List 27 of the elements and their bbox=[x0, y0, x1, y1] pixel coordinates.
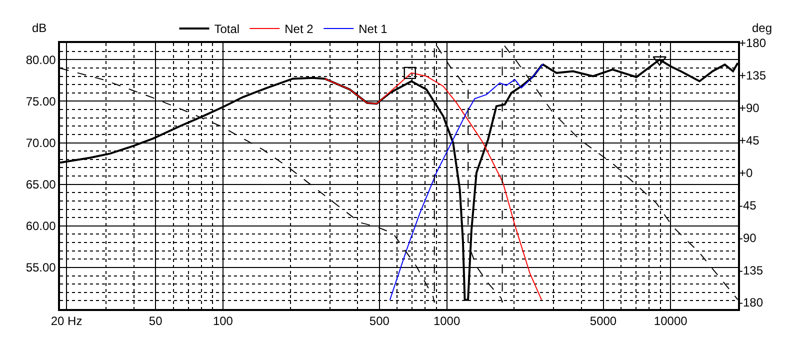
legend-label: Net 1 bbox=[358, 22, 388, 36]
y-tick-label: 70.00 bbox=[26, 136, 56, 150]
x-tick-label: 10000 bbox=[654, 314, 688, 328]
x-tick-label: 1000 bbox=[433, 314, 460, 328]
y-tick-label: 55.00 bbox=[26, 260, 56, 275]
y2-tick-label: +135 bbox=[739, 68, 766, 83]
x-tick-label: 20 Hz bbox=[50, 314, 82, 328]
legend-label: Total bbox=[214, 22, 240, 36]
x-tick-label: 100 bbox=[212, 314, 234, 328]
y2-tick-label: -180 bbox=[739, 296, 764, 310]
y-tick-label: 60.00 bbox=[26, 219, 56, 234]
legend-label: Net 2 bbox=[284, 22, 314, 36]
x-tick-label: 500 bbox=[369, 314, 390, 328]
y2-tick-label: +0 bbox=[739, 166, 754, 180]
y-tick-label: 75.00 bbox=[26, 94, 56, 108]
x-tick-label: 50 bbox=[148, 314, 163, 328]
y2-tick-label: +45 bbox=[739, 134, 760, 148]
y2-tick-label: -90 bbox=[739, 230, 757, 245]
y-tick-label: 65.00 bbox=[26, 178, 56, 192]
x-tick-label: 5000 bbox=[590, 314, 617, 328]
y2-tick-label: -45 bbox=[739, 198, 757, 212]
y2-axis-title: deg bbox=[752, 21, 772, 35]
y2-tick-label: +90 bbox=[739, 101, 760, 116]
y-axis-title: dB bbox=[32, 21, 47, 35]
y-tick-label: 80.00 bbox=[26, 52, 56, 67]
y2-tick-label: -135 bbox=[739, 263, 764, 278]
y2-tick-label: +180 bbox=[739, 36, 766, 50]
